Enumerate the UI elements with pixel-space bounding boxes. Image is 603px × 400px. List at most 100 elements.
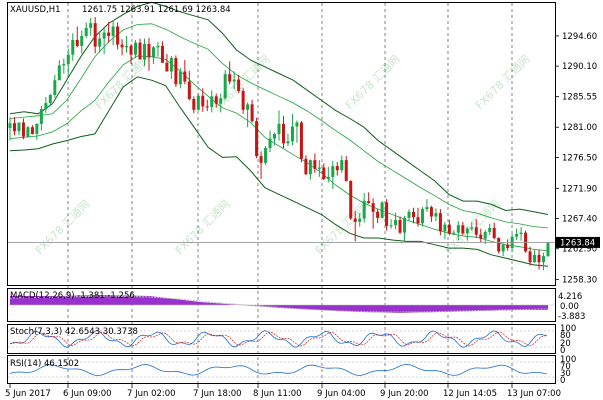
candle-body: [169, 58, 173, 72]
candle-body: [483, 231, 487, 239]
time-label: 6 Jun 09:00: [63, 389, 112, 399]
rsi-label: RSI(14) 46.1502: [10, 359, 79, 369]
macd-panel-border: [7, 288, 556, 322]
candle: [214, 93, 218, 108]
time-label: 13 Jun 07:00: [507, 389, 561, 399]
candle-body: [111, 26, 115, 36]
candle-body: [281, 123, 285, 144]
candle-body: [219, 98, 223, 104]
candle-body: [151, 47, 155, 58]
candle-body: [125, 45, 129, 48]
candle: [322, 163, 326, 181]
candle: [192, 96, 196, 114]
candle-body: [474, 227, 478, 235]
candle-body: [201, 95, 205, 107]
candle: [62, 58, 66, 74]
candle: [407, 209, 411, 222]
candle: [403, 215, 407, 242]
candle-body: [389, 225, 393, 227]
candle-body: [465, 228, 469, 234]
candle-body: [120, 44, 124, 48]
candle-body: [295, 122, 299, 127]
candle-body: [26, 127, 30, 137]
price-axis: 1294.60 1290.10 1285.55 1281.00 1276.50 1271.…: [555, 32, 597, 286]
candle: [394, 212, 398, 230]
stoch-tick: 0: [560, 346, 565, 356]
candle: [524, 230, 528, 253]
candle: [335, 162, 339, 176]
candle-body: [174, 58, 178, 85]
macd-label: MACD(12,26,9) -1.381 -1.256: [10, 291, 135, 301]
candle-body: [371, 203, 375, 212]
time-label: 12 Jun 14:05: [443, 389, 497, 399]
candle-body: [461, 225, 465, 234]
candle: [273, 132, 277, 146]
candle-body: [210, 96, 214, 108]
candle: [66, 48, 70, 75]
candle-body: [313, 160, 317, 169]
candle-body: [447, 224, 451, 234]
candle: [147, 37, 151, 71]
candle: [506, 239, 510, 251]
candle-body: [479, 234, 483, 239]
candle: [443, 221, 447, 240]
candle-body: [335, 166, 339, 171]
candle-body: [62, 64, 66, 66]
candle: [205, 99, 209, 112]
candle-body: [89, 23, 93, 28]
rsi-panel-border: [7, 355, 556, 384]
price-tick-label: 1267.40: [562, 215, 597, 225]
candle: [259, 151, 263, 179]
candle-body: [17, 122, 21, 132]
candle: [53, 74, 57, 98]
candle-body: [129, 45, 133, 55]
price-tick-label: 1262.90: [562, 245, 597, 255]
candle: [308, 159, 312, 180]
candle-body: [44, 103, 48, 110]
candle: [416, 207, 420, 227]
candle-body: [403, 217, 407, 233]
candle: [286, 133, 290, 147]
candle-body: [250, 104, 254, 122]
stoch-main-line: [9, 330, 548, 348]
stoch-tick: 80: [560, 331, 571, 341]
candle-body: [438, 213, 442, 232]
candle-body: [21, 122, 25, 137]
candle: [174, 55, 178, 87]
candle-body: [66, 54, 70, 65]
candle-body: [192, 99, 196, 110]
candle-body: [143, 43, 146, 60]
candle: [533, 249, 537, 263]
candle-body: [380, 202, 384, 218]
candle-body: [322, 167, 326, 179]
macd-tick: 4.216: [558, 292, 582, 302]
candle: [156, 41, 160, 57]
candle-body: [492, 227, 496, 238]
time-label: 7 Jun 18:00: [193, 389, 242, 399]
candle: [102, 26, 106, 55]
candle-body: [205, 106, 209, 108]
candle: [425, 199, 429, 212]
rsi-tick: 0: [560, 376, 565, 386]
candle: [501, 243, 505, 257]
candle-body: [304, 158, 308, 175]
candle: [264, 146, 268, 165]
candle-body: [412, 211, 415, 218]
candles: [8, 17, 550, 271]
candle: [537, 249, 541, 270]
candle: [89, 17, 93, 36]
candle: [201, 88, 205, 112]
candle-body: [8, 123, 12, 128]
candle-body: [246, 104, 250, 110]
candle: [542, 252, 546, 271]
candle-body: [425, 207, 429, 210]
candle-body: [160, 45, 164, 63]
candle-body: [268, 138, 272, 149]
candle-body: [183, 71, 187, 82]
candle-body: [506, 244, 510, 249]
candle: [362, 193, 366, 223]
candle-body: [385, 202, 389, 226]
candle: [497, 237, 501, 254]
candle-body: [156, 45, 160, 48]
